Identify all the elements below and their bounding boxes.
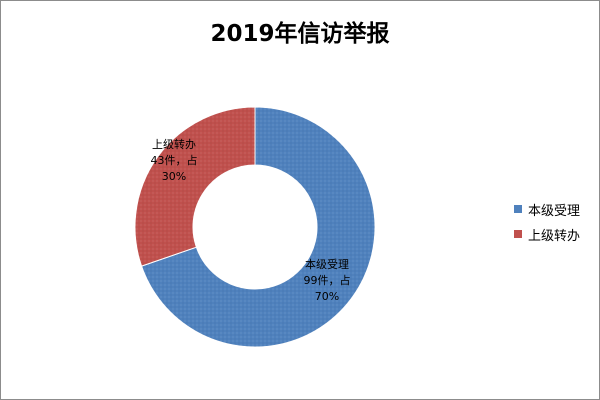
legend-item-shangji: 上级转办 [514,225,581,244]
data-label-benji-line: 99件，占 [304,273,351,287]
data-label-shangji-line: 30% [162,170,186,183]
legend: 本级受理 上级转办 [514,200,580,250]
legend-swatch-shangji [514,230,522,238]
legend-label-benji: 本级受理 [528,203,581,219]
data-label-benji-line: 本级受理 [305,257,349,271]
legend-item-benji: 本级受理 [514,200,581,219]
data-label-shangji: 上级转办 43件，占 30% [151,137,198,183]
data-label-benji: 本级受理 99件，占 70% [304,257,351,303]
slice-benji-texture [141,107,375,347]
legend-label-shangji: 上级转办 [528,228,581,244]
data-labels: 本级受理 99件，占 70% 上级转办 43件，占 30% [151,137,351,303]
data-label-shangji-line: 43件，占 [151,153,198,167]
data-label-benji-line: 70% [315,290,339,303]
donut-slices [134,106,376,348]
legend-swatch-benji [514,205,522,213]
data-label-shangji-line: 上级转办 [152,137,196,151]
slice-shangji-texture [134,107,255,267]
chart-title: 2019年信访举报 [210,21,390,47]
